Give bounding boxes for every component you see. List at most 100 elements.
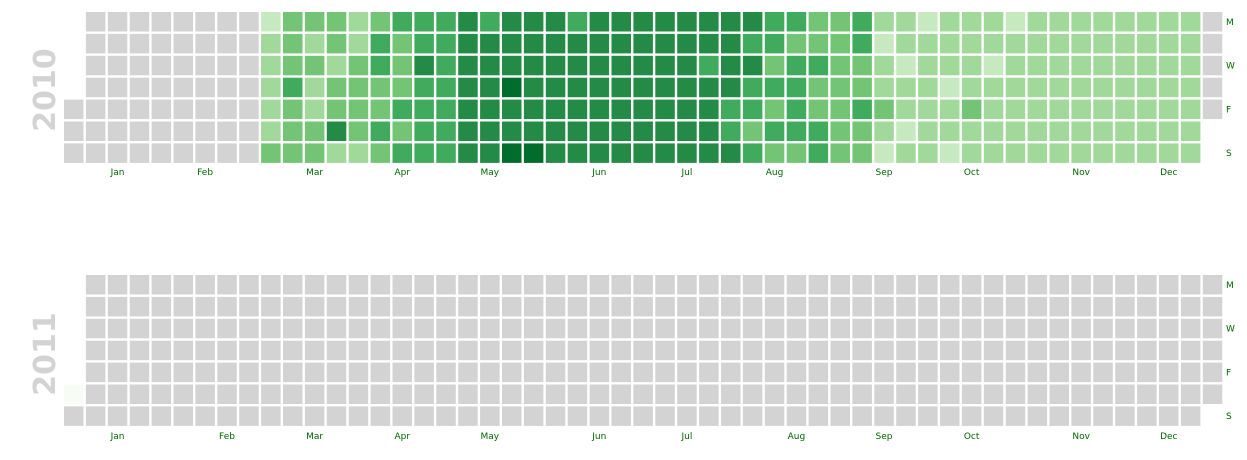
- day-cell: [1115, 55, 1135, 76]
- day-cell: [261, 55, 281, 76]
- day-cell: [721, 12, 741, 32]
- day-cell: [1202, 318, 1223, 339]
- day-cell: [611, 121, 631, 141]
- day-cell: [699, 143, 719, 163]
- day-cell: [983, 362, 1004, 383]
- day-cell: [808, 33, 829, 54]
- day-cell: [414, 362, 434, 383]
- day-cell: [545, 362, 566, 383]
- day-cell: [1071, 362, 1091, 383]
- day-cell: [852, 296, 872, 317]
- day-cell: [764, 121, 785, 141]
- day-cell: [1180, 275, 1201, 295]
- day-cell: [1049, 77, 1069, 98]
- day-cell: [677, 340, 697, 361]
- day-cell: [523, 143, 544, 163]
- day-cell: [699, 384, 719, 404]
- day-cell: [808, 384, 829, 404]
- day-cell: [129, 12, 150, 32]
- day-cell: [589, 406, 610, 426]
- day-cell: [261, 318, 281, 339]
- day-cell: [85, 55, 106, 76]
- day-cell: [1202, 362, 1223, 383]
- day-cell: [173, 12, 193, 32]
- day-cell: [239, 296, 259, 317]
- day-cell: [480, 55, 500, 76]
- day-cell: [348, 99, 369, 120]
- day-cell: [961, 99, 982, 120]
- day-cell: [677, 99, 697, 120]
- day-cell: [283, 406, 303, 426]
- day-cell: [655, 318, 675, 339]
- day-cell: [983, 77, 1004, 98]
- day-cell: [195, 143, 215, 163]
- day-cell: [195, 99, 215, 120]
- day-cell: [655, 406, 675, 426]
- day-cell: [611, 33, 631, 54]
- day-cell: [64, 143, 84, 163]
- day-cell: [129, 77, 150, 98]
- day-cell: [1137, 384, 1157, 404]
- day-cell: [961, 143, 982, 163]
- day-cell: [64, 121, 84, 141]
- day-cell: [502, 143, 522, 163]
- day-cell: [151, 340, 172, 361]
- day-cell: [436, 384, 456, 404]
- day-cell: [852, 362, 872, 383]
- year-2011-panel: 2011 Jan Feb Mar Apr May Jun Jul Aug Sep Oct Nov De…: [28, 275, 1235, 442]
- day-cell: [1137, 296, 1157, 317]
- day-cell: [502, 33, 522, 54]
- day-cell: [721, 55, 741, 76]
- day-cell: [129, 340, 150, 361]
- day-cell: [589, 340, 610, 361]
- day-cell: [940, 55, 960, 76]
- month-label-apr: Apr: [395, 168, 411, 178]
- day-cell: [808, 143, 829, 163]
- day-cell: [458, 362, 478, 383]
- day-cell: [830, 296, 850, 317]
- day-cell: [195, 12, 215, 32]
- day-cell: [940, 143, 960, 163]
- day-cell: [129, 296, 150, 317]
- day-cell: [1115, 318, 1135, 339]
- day-cell: [304, 296, 325, 317]
- day-cell: [633, 318, 653, 339]
- day-cell: [1027, 318, 1048, 339]
- day-cell: [742, 340, 763, 361]
- day-cell: [436, 362, 456, 383]
- day-cell: [611, 340, 631, 361]
- day-cell: [918, 275, 938, 295]
- day-cell: [1202, 296, 1223, 317]
- day-cell: [874, 77, 894, 98]
- day-cell: [1137, 99, 1157, 120]
- day-cell: [589, 275, 610, 295]
- day-cell: [392, 99, 412, 120]
- day-cell: [874, 275, 894, 295]
- day-cell: [326, 296, 347, 317]
- day-cell: [502, 12, 522, 32]
- day-cell: [808, 318, 829, 339]
- day-cell: [1071, 384, 1091, 404]
- day-cell: [1005, 340, 1026, 361]
- month-label-dec: Dec: [1160, 168, 1177, 178]
- day-cell: [195, 340, 215, 361]
- day-cell: [1115, 362, 1135, 383]
- day-cell: [85, 340, 106, 361]
- day-cell: [195, 406, 215, 426]
- day-cell: [1005, 275, 1026, 295]
- day-cell: [304, 275, 325, 295]
- day-cell: [1071, 340, 1091, 361]
- day-cell: [436, 77, 456, 98]
- day-cell: [348, 296, 369, 317]
- day-cell: [1027, 406, 1048, 426]
- day-cell: [808, 55, 829, 76]
- day-cell: [742, 384, 763, 404]
- day-cell: [589, 77, 610, 98]
- day-cell: [283, 362, 303, 383]
- day-cell: [918, 384, 938, 404]
- day-cell: [1071, 77, 1091, 98]
- day-cell: [567, 99, 588, 120]
- day-cell: [239, 318, 259, 339]
- day-cell: [85, 384, 106, 404]
- day-cell: [1159, 99, 1179, 120]
